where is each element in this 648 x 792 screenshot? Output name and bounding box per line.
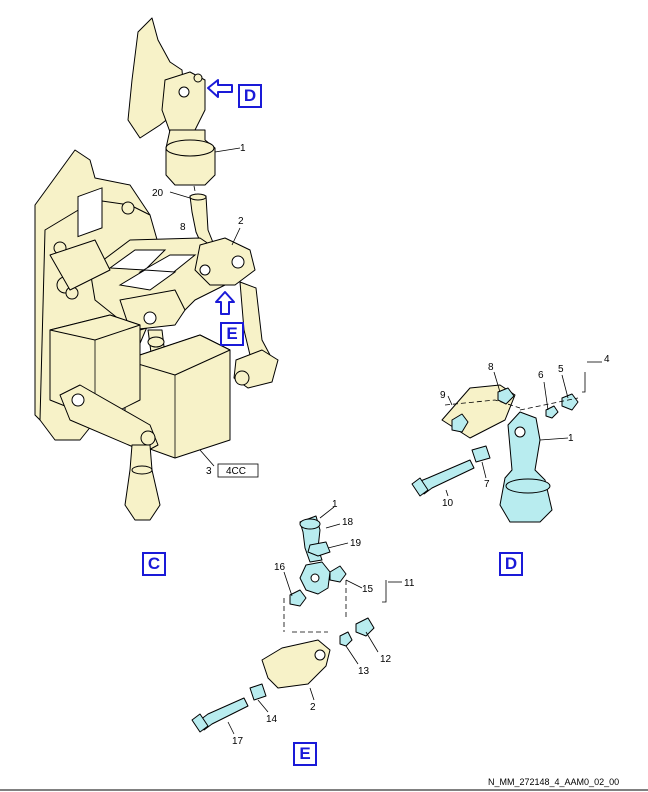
component-tag-box: [217, 463, 259, 478]
lower-rod-end: [124, 444, 161, 521]
callout-d-5: 5: [558, 364, 564, 375]
view-c-assembly: 1 20 2 3 8 4CC: [34, 17, 279, 521]
callout-c-3: 3: [206, 466, 212, 477]
bellcrank-lever-2: [194, 237, 256, 286]
callout-d-4: 4: [604, 354, 610, 365]
callout-e-15: 15: [362, 584, 374, 595]
callout-c-8: 8: [180, 222, 186, 233]
e-nut-16: [289, 589, 307, 607]
view-label-e: E: [293, 742, 317, 766]
view-e-exploded: 1 18 19 16 15 11 12 13 14 2 17: [191, 499, 415, 747]
callout-e-11: 11: [404, 578, 415, 589]
e-bracket-2: [261, 639, 331, 689]
lower-lever: [59, 384, 159, 453]
arrow-label-e: E: [220, 322, 244, 346]
callout-c-1: 1: [240, 143, 246, 154]
callout-d-10: 10: [442, 498, 454, 509]
e-spacer-14: [249, 683, 267, 701]
callout-c-2: 2: [238, 216, 244, 227]
reference-code: N_MM_272148_4_AAM0_02_00: [488, 777, 620, 787]
view-arrow-d: [207, 79, 233, 98]
e-washer-15: [329, 565, 347, 583]
callout-d-6: 6: [538, 370, 544, 381]
d-nut-5: [561, 393, 579, 411]
d-spacer-7: [471, 445, 491, 463]
arrow-label-d: D: [238, 84, 262, 108]
upper-rod-end: [161, 71, 206, 133]
callout-e-16: 16: [274, 562, 286, 573]
callout-c-20: 20: [152, 188, 164, 199]
callout-d-7: 7: [484, 479, 490, 490]
callout-e-18: 18: [342, 517, 354, 528]
callout-e-1: 1: [332, 499, 338, 510]
e-washer-13: [339, 631, 353, 647]
callout-e-19: 19: [350, 538, 362, 549]
callout-d-9: 9: [440, 390, 446, 401]
view-label-d: D: [499, 552, 523, 576]
view-label-c: C: [142, 552, 166, 576]
actuator-1-top: [165, 129, 216, 186]
callout-e-12: 12: [380, 654, 392, 665]
view-d-exploded: 1 4 5 6 7 8 9 10: [411, 354, 610, 523]
view-arrow-e: [215, 291, 235, 315]
callout-e-2: 2: [310, 702, 316, 713]
callout-e-13: 13: [358, 666, 370, 677]
d-nut-9: [451, 413, 469, 433]
e-bolt-17: [199, 697, 249, 731]
d-bolt-10: [417, 459, 475, 495]
e-nut-19: [307, 541, 331, 557]
callout-e-14: 14: [266, 714, 278, 725]
component-tag: 4CC: [226, 466, 246, 477]
d-washer-8: [497, 387, 515, 405]
callout-e-17: 17: [232, 736, 244, 747]
callout-d-8: 8: [488, 362, 494, 373]
e-nut-12: [355, 617, 375, 637]
d-washer-6: [545, 405, 559, 419]
callout-d-1: 1: [568, 433, 574, 444]
d-actuator-1: [499, 411, 553, 523]
